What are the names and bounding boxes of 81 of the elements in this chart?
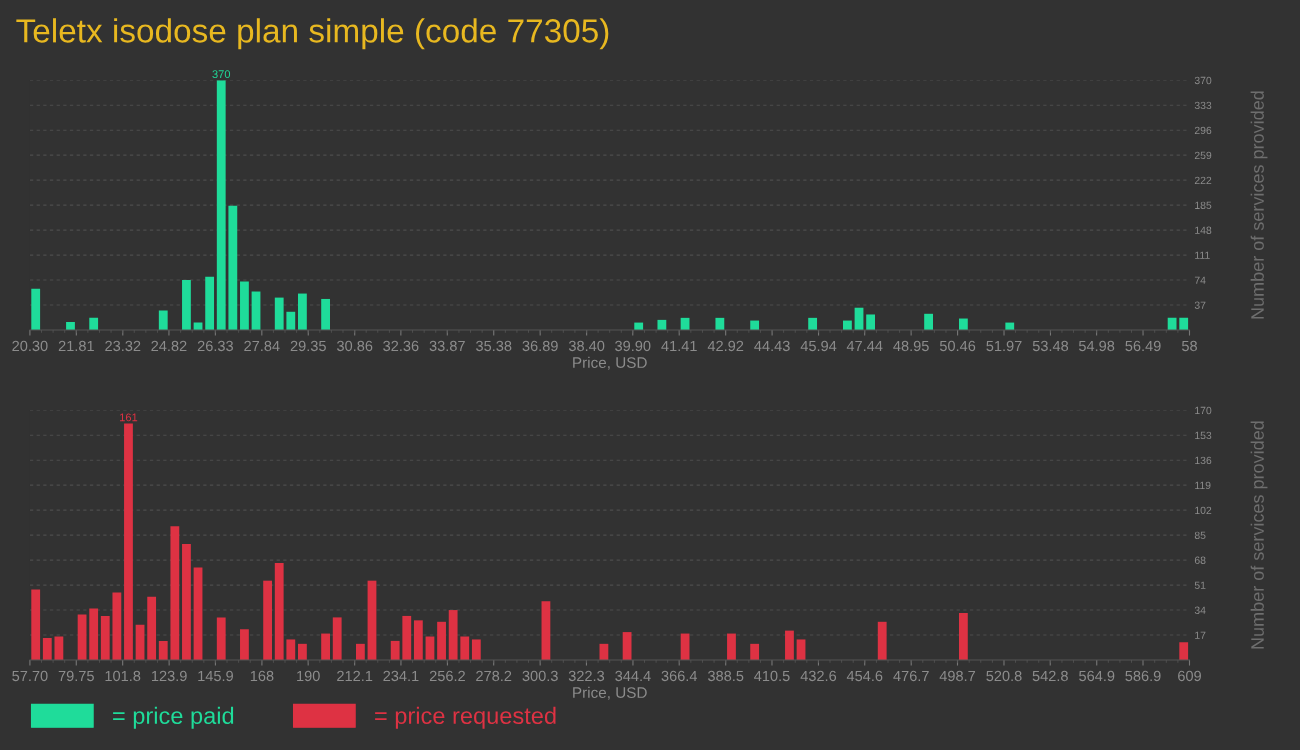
x-tick-label: 44.43 bbox=[754, 340, 790, 352]
x-tick-label: 39.90 bbox=[615, 340, 651, 352]
x-axis-title: Price, USD bbox=[573, 356, 647, 370]
x-tick-label: 145.9 bbox=[198, 670, 233, 682]
x-tick-label: 41.41 bbox=[661, 340, 697, 351]
chart-title: Teletx isodose plan simple (code 77305) bbox=[16, 18, 609, 50]
x-tick-label: 366.4 bbox=[661, 670, 698, 682]
x-tick-label: 23.32 bbox=[105, 340, 141, 352]
y-tick-label: 34 bbox=[1194, 606, 1206, 614]
legend-label: = price paid bbox=[113, 706, 234, 729]
y-tick-label: 51 bbox=[1194, 581, 1206, 589]
x-tick-label: 54.98 bbox=[1078, 340, 1115, 352]
x-tick-label: 56.49 bbox=[1125, 340, 1161, 352]
x-tick-label: 212.1 bbox=[337, 670, 373, 681]
x-tick-label: 564.9 bbox=[1079, 670, 1115, 682]
x-tick-label: 50.46 bbox=[939, 340, 976, 352]
x-tick-label: 53.48 bbox=[1032, 340, 1069, 352]
y-tick-label: 259 bbox=[1194, 151, 1212, 160]
x-tick-label: 20.30 bbox=[12, 340, 48, 352]
x-tick-label: 79.75 bbox=[58, 670, 94, 682]
x-tick-label: 388.5 bbox=[708, 670, 744, 682]
x-tick-label: 42.92 bbox=[707, 340, 744, 352]
x-axis-title: Price, USD bbox=[573, 686, 647, 700]
legend-label: = price requested bbox=[375, 706, 556, 729]
x-tick-label: 168 bbox=[250, 670, 274, 682]
y-tick-label: 17 bbox=[1195, 631, 1206, 639]
x-tick-label: 234.1 bbox=[383, 670, 419, 682]
x-tick-label: 476.7 bbox=[893, 670, 929, 682]
y-axis-title: Number of services provided bbox=[1250, 91, 1268, 319]
y-tick-label: 333 bbox=[1194, 101, 1212, 110]
x-tick-label: 498.7 bbox=[939, 670, 976, 682]
x-tick-label: 256.2 bbox=[429, 670, 465, 682]
data-label: 161 bbox=[120, 413, 138, 422]
y-tick-label: 185 bbox=[1195, 201, 1212, 209]
x-tick-label: 35.38 bbox=[476, 340, 512, 352]
x-tick-label: 24.82 bbox=[151, 340, 187, 352]
x-tick-label: 36.89 bbox=[522, 340, 558, 352]
x-tick-label: 30.86 bbox=[337, 340, 373, 352]
y-tick-label: 102 bbox=[1195, 506, 1212, 515]
x-tick-label: 123.9 bbox=[152, 670, 187, 682]
y-tick-label: 37 bbox=[1194, 301, 1206, 309]
x-tick-label: 47.44 bbox=[846, 340, 883, 351]
x-tick-label: 38.40 bbox=[568, 340, 605, 352]
x-tick-label: 26.33 bbox=[197, 340, 233, 352]
x-tick-label: 520.8 bbox=[986, 670, 1022, 682]
y-tick-label: 85 bbox=[1194, 531, 1206, 539]
y-tick-label: 170 bbox=[1195, 406, 1212, 415]
x-tick-label: 586.9 bbox=[1125, 670, 1161, 682]
x-tick-label: 344.4 bbox=[615, 670, 651, 682]
y-axis-title: Number of services provided bbox=[1250, 421, 1268, 649]
x-tick-label: 542.8 bbox=[1032, 670, 1068, 682]
x-tick-label: 300.3 bbox=[522, 670, 558, 682]
x-tick-label: 48.95 bbox=[893, 340, 929, 352]
x-tick-label: 33.87 bbox=[429, 340, 465, 352]
y-tick-label: 153 bbox=[1195, 431, 1212, 440]
x-tick-label: 29.35 bbox=[290, 340, 326, 352]
y-tick-label: 222 bbox=[1194, 176, 1212, 184]
y-tick-label: 68 bbox=[1194, 556, 1206, 564]
x-tick-label: 609 bbox=[1178, 670, 1201, 682]
x-tick-label: 410.5 bbox=[754, 670, 790, 682]
x-tick-label: 51.97 bbox=[986, 340, 1022, 352]
x-tick-label: 190 bbox=[297, 670, 320, 682]
x-tick-label: 45.94 bbox=[800, 340, 837, 352]
x-tick-label: 278.2 bbox=[476, 670, 512, 682]
y-tick-label: 148 bbox=[1195, 226, 1212, 234]
x-tick-label: 32.36 bbox=[383, 340, 419, 352]
y-tick-label: 296 bbox=[1194, 126, 1212, 135]
x-tick-label: 57.70 bbox=[12, 670, 48, 682]
y-tick-label: 370 bbox=[1194, 76, 1212, 85]
y-tick-label: 111 bbox=[1195, 251, 1210, 259]
x-tick-label: 58 bbox=[1181, 340, 1197, 352]
x-tick-label: 454.6 bbox=[846, 670, 883, 682]
x-tick-label: 27.84 bbox=[244, 340, 280, 352]
y-tick-label: 136 bbox=[1195, 456, 1212, 465]
x-tick-label: 322.3 bbox=[568, 670, 605, 682]
x-tick-label: 21.81 bbox=[58, 340, 94, 352]
x-tick-label: 432.6 bbox=[800, 670, 837, 682]
x-tick-label: 101.8 bbox=[105, 670, 141, 682]
y-tick-label: 74 bbox=[1194, 276, 1206, 284]
data-label: 370 bbox=[212, 70, 231, 79]
y-tick-label: 119 bbox=[1195, 481, 1211, 490]
